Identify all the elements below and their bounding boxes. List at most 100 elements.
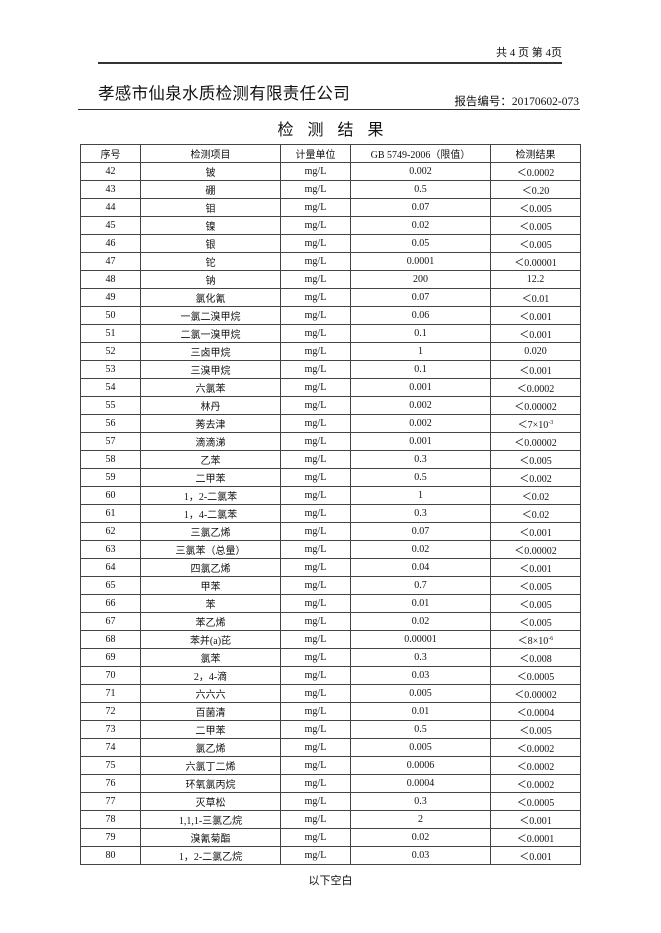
- limit-value-text: 0.3: [414, 796, 427, 807]
- test-result: ＜0.001: [490, 846, 581, 865]
- row-number-text: 61: [105, 508, 116, 519]
- table-row: 49 氯化氰 mg/L 0.07 ＜0.01: [80, 288, 581, 307]
- unit: mg/L: [280, 774, 351, 793]
- test-item-text: 银: [205, 240, 216, 251]
- test-item-text: 铊: [205, 258, 216, 269]
- unit: mg/L: [280, 648, 351, 667]
- test-result-text: ＜0.001: [519, 312, 552, 323]
- test-result: ＜0.005: [490, 198, 581, 217]
- test-result: ＜0.005: [490, 234, 581, 253]
- test-result: ＜0.0005: [490, 666, 581, 685]
- limit-value: 0.0006: [350, 756, 491, 775]
- unit-text: mg/L: [304, 418, 327, 429]
- test-item-text: 六六六: [195, 690, 226, 701]
- limit-value-text: 0.0001: [406, 256, 435, 267]
- test-result: ＜0.001: [490, 558, 581, 577]
- test-item-text: 六氯苯: [195, 384, 226, 395]
- test-result-text: ＜0.005: [519, 726, 552, 737]
- unit: mg/L: [280, 360, 351, 379]
- limit-value: 0.01: [350, 594, 491, 613]
- column-header: 序号: [80, 144, 141, 163]
- test-result-text: ＜0.005: [519, 222, 552, 233]
- test-item-text: 滴滴涕: [195, 438, 226, 449]
- unit: mg/L: [280, 738, 351, 757]
- limit-value: 0.3: [350, 792, 491, 811]
- table-row: 62 三氯乙烯 mg/L 0.07 ＜0.001: [80, 522, 581, 541]
- table-row: 66 苯 mg/L 0.01 ＜0.005: [80, 594, 581, 613]
- limit-value: 1: [350, 342, 491, 361]
- test-item: 乙苯: [140, 450, 281, 469]
- table-row: 51 二氯一溴甲烷 mg/L 0.1 ＜0.001: [80, 324, 581, 343]
- row-number-text: 52: [105, 346, 116, 357]
- test-item: 硼: [140, 180, 281, 199]
- row-number: 69: [80, 648, 141, 667]
- test-item-text: 环氧氯丙烷: [185, 780, 236, 791]
- test-result-text: ＜0.0005: [516, 798, 555, 809]
- limit-value: 0.03: [350, 666, 491, 685]
- test-item: 滴滴涕: [140, 432, 281, 451]
- column-header: 计量单位: [280, 144, 351, 163]
- unit-text: mg/L: [304, 346, 327, 357]
- test-item-text: 氯化氰: [195, 294, 226, 305]
- test-result: ＜0.02: [490, 504, 581, 523]
- test-result-text: ＜0.20: [521, 186, 550, 197]
- test-item-text: 硼: [205, 186, 216, 197]
- test-result: ＜0.00002: [490, 396, 581, 415]
- unit: mg/L: [280, 432, 351, 451]
- row-number-text: 72: [105, 706, 116, 717]
- row-number-text: 64: [105, 562, 116, 573]
- row-number-text: 76: [105, 778, 116, 789]
- unit-text: mg/L: [304, 760, 327, 771]
- row-number-text: 66: [105, 598, 116, 609]
- test-item: 莠去津: [140, 414, 281, 433]
- test-item-text: 镍: [205, 222, 216, 233]
- row-number: 45: [80, 216, 141, 235]
- row-number-text: 56: [105, 418, 116, 429]
- test-result: ＜0.00001: [490, 252, 581, 271]
- row-number-text: 75: [105, 760, 116, 771]
- unit: mg/L: [280, 756, 351, 775]
- limit-value-text: 0.05: [411, 238, 430, 249]
- row-number: 42: [80, 162, 141, 181]
- limit-value-text: 200: [413, 274, 428, 285]
- test-item-text: 苯并(a)芘: [189, 636, 232, 647]
- table-row: 48 钠 mg/L 200 12.2: [80, 270, 581, 289]
- unit: mg/L: [280, 540, 351, 559]
- test-item-text: 二甲苯: [195, 726, 226, 737]
- table-row: 65 甲苯 mg/L 0.7 ＜0.005: [80, 576, 581, 595]
- row-number-text: 48: [105, 274, 116, 285]
- test-result-text: ＜0.0002: [516, 780, 555, 791]
- table-row: 72 百菌清 mg/L 0.01 ＜0.0004: [80, 702, 581, 721]
- limit-value: 0.0004: [350, 774, 491, 793]
- unit: mg/L: [280, 828, 351, 847]
- test-item-text: 一氯二溴甲烷: [180, 312, 241, 323]
- title-divider: [78, 109, 580, 110]
- unit-text: mg/L: [304, 508, 327, 519]
- limit-value: 0.005: [350, 684, 491, 703]
- limit-value-text: 0.1: [414, 328, 427, 339]
- test-result-text: ＜0.00002: [514, 546, 557, 557]
- test-result: 0.020: [490, 342, 581, 361]
- unit-text: mg/L: [304, 598, 327, 609]
- limit-value-text: 0.07: [411, 292, 430, 303]
- test-result: ＜0.00002: [490, 432, 581, 451]
- limit-value: 0.3: [350, 648, 491, 667]
- unit: mg/L: [280, 450, 351, 469]
- test-item: 铊: [140, 252, 281, 271]
- limit-value: 0.3: [350, 504, 491, 523]
- row-number: 67: [80, 612, 141, 631]
- row-number-text: 51: [105, 328, 116, 339]
- test-item: 1，4-二氯苯: [140, 504, 281, 523]
- limit-value-text: 0.5: [414, 724, 427, 735]
- limit-value: 0.002: [350, 162, 491, 181]
- limit-value: 0.02: [350, 612, 491, 631]
- unit: mg/L: [280, 522, 351, 541]
- limit-value-text: 0.7: [414, 580, 427, 591]
- row-number-text: 42: [105, 166, 116, 177]
- row-number: 63: [80, 540, 141, 559]
- test-result-text: ＜0.001: [519, 528, 552, 539]
- test-item: 苯乙烯: [140, 612, 281, 631]
- unit-text: mg/L: [304, 454, 327, 465]
- test-result-text: ＜0.0002: [516, 762, 555, 773]
- row-number-text: 44: [105, 202, 116, 213]
